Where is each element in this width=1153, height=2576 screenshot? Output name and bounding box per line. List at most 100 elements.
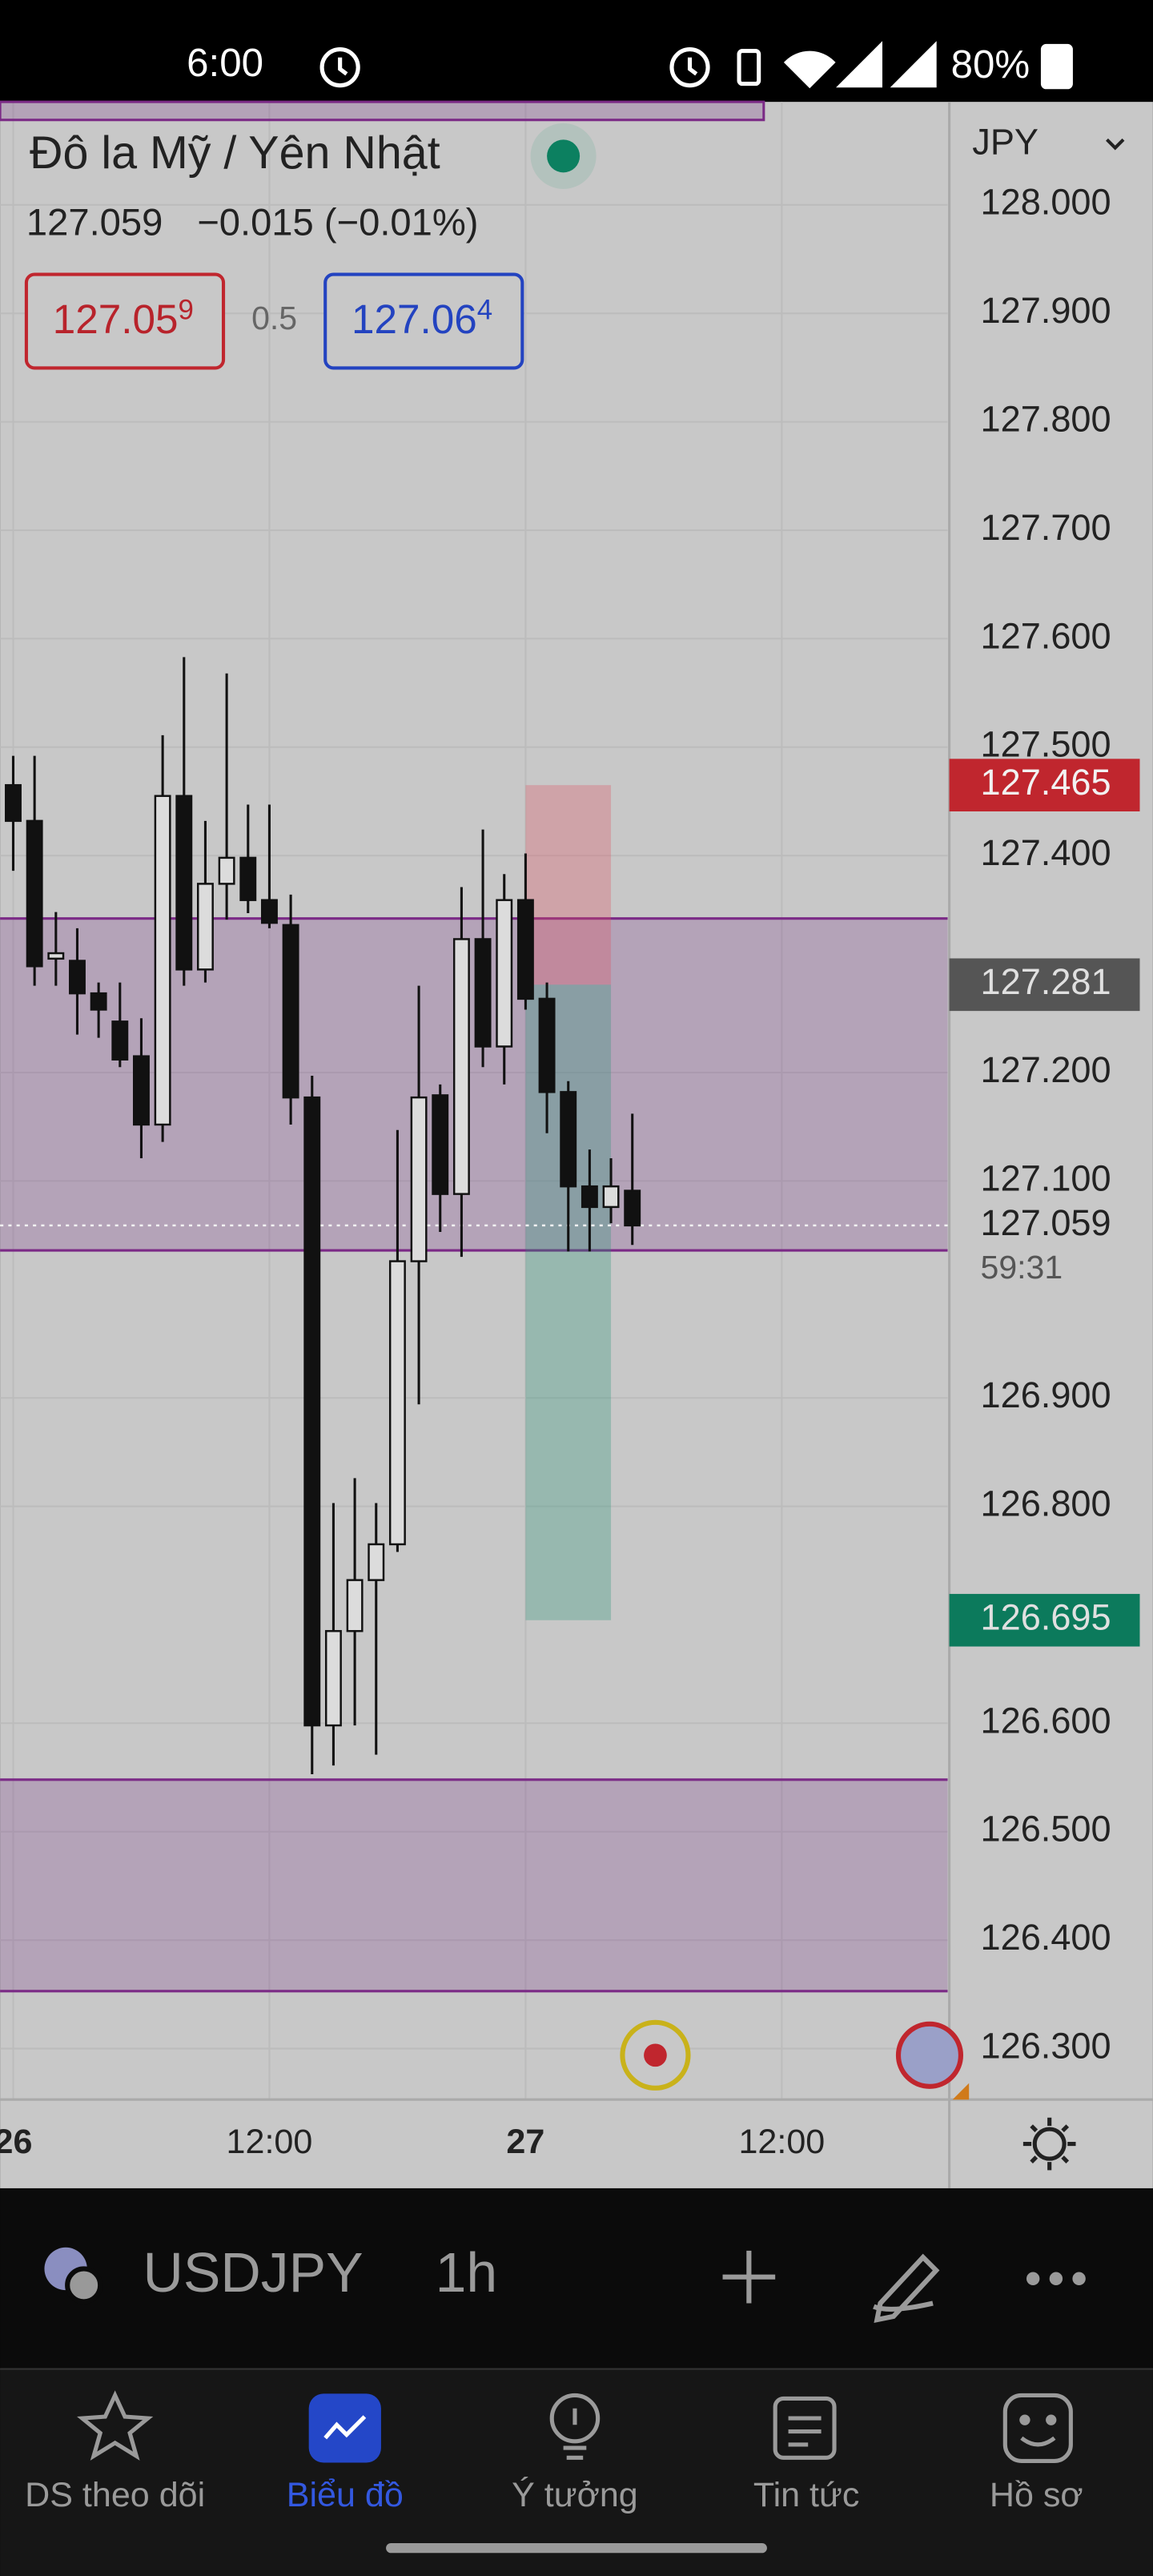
y-tick-label: 127.400: [981, 832, 1111, 873]
candle-body: [560, 1091, 577, 1188]
last-price-tag: 127.059: [981, 1202, 1111, 1243]
event-marker-dot: [644, 2043, 667, 2067]
last-price: 127.059: [26, 200, 163, 243]
candle-body: [5, 783, 22, 823]
nav-label[interactable]: Ý tưởng: [512, 2476, 638, 2514]
candle-body: [196, 883, 214, 971]
price-change: −0.015 (−0.01%): [197, 200, 478, 243]
x-tick-label: 27: [506, 2123, 544, 2161]
currency-chevron: [1106, 138, 1125, 151]
candle-body: [26, 819, 43, 968]
y-tick-label: 127.600: [981, 615, 1111, 656]
y-tick-label: 127.200: [981, 1049, 1111, 1090]
ask-main: 127.06: [352, 296, 477, 342]
toolbar: [0, 2188, 1153, 2369]
candle-body: [368, 1543, 385, 1581]
entry-price-tag-bg: [949, 958, 1140, 1012]
candle-body: [581, 1185, 598, 1209]
candle-body: [602, 1185, 620, 1209]
y-tick-label: 127.100: [981, 1157, 1111, 1198]
y-tick-label: 127.500: [981, 724, 1111, 765]
toolbar-symbol[interactable]: USDJPY: [143, 2241, 364, 2304]
nav-labels: DS theo dõi Biểu đồ Ý tưởng Tin tức Hồ sơ: [25, 2476, 1083, 2514]
last-price-tag-bg: [952, 1199, 1140, 1295]
bid-price: 127.059: [53, 295, 194, 342]
symbol-title: Đô la Mỹ / Yên Nhật: [30, 127, 440, 179]
candle-body: [346, 1579, 364, 1632]
candle-body: [218, 856, 235, 885]
candle-body: [239, 856, 257, 901]
toolbar-interval[interactable]: 1h: [436, 2241, 498, 2304]
stop-price-tag-bg: [949, 759, 1140, 811]
nav-label[interactable]: DS theo dõi: [25, 2476, 205, 2514]
candle-body: [516, 899, 534, 1000]
status-bar: [0, 0, 1153, 103]
ask-price: 127.064: [352, 295, 492, 342]
nav-label[interactable]: Hồ sơ: [990, 2476, 1083, 2514]
candle-body: [47, 952, 65, 960]
x-tick-label: 12:00: [738, 2123, 825, 2161]
candle-body: [111, 1020, 129, 1061]
y-tick-label: 126.400: [981, 1917, 1111, 1958]
candle-body: [282, 924, 299, 1099]
position-risk: [525, 785, 612, 985]
zone: [0, 1779, 948, 1991]
candle-body: [474, 938, 492, 1048]
bid-main: 127.05: [53, 296, 179, 342]
status-time: 6:00: [187, 41, 263, 85]
candle-body: [175, 795, 193, 971]
candle-body: [154, 795, 171, 1126]
add-button[interactable]: [722, 2250, 776, 2304]
target-price-tag-bg: [949, 1593, 1140, 1647]
flag-icon-2: [65, 2266, 103, 2304]
sell-button[interactable]: [24, 272, 226, 370]
candle-body: [388, 1260, 406, 1546]
y-tick-label: 126.900: [981, 1375, 1111, 1415]
ask-pip: 4: [477, 295, 492, 326]
y-tick-label: 127.700: [981, 507, 1111, 548]
candle-body: [496, 899, 513, 1048]
currency-selector[interactable]: JPY: [972, 121, 1039, 162]
candle-body: [452, 938, 470, 1195]
nav-label[interactable]: Tin tức: [753, 2476, 860, 2514]
bottom-nav: [0, 2369, 1153, 2576]
candle-body: [432, 1094, 449, 1195]
stop-price-tag: 127.465: [981, 762, 1111, 803]
position-reward: [525, 984, 612, 1620]
candle-body: [260, 899, 278, 924]
candle-body: [324, 1630, 342, 1727]
candle-body: [303, 1096, 321, 1727]
more-button[interactable]: [1026, 2272, 1086, 2285]
news-flag[interactable]: [895, 2021, 964, 2089]
market-status-dot: [547, 139, 581, 173]
nav-icons: [77, 2390, 1073, 2463]
axes: 128.000 127.900 127.800 127.700 127.600 127.5…: [0, 182, 1140, 2161]
draw-button[interactable]: [873, 2253, 940, 2323]
candle-body: [69, 960, 86, 995]
countdown: 59:31: [981, 1249, 1063, 1286]
candle-body: [538, 997, 556, 1093]
home-indicator: [386, 2542, 767, 2554]
y-tick-label: 128.000: [981, 182, 1111, 223]
zone-partial: [0, 100, 765, 122]
candle-body: [410, 1096, 428, 1262]
plot: [0, 657, 948, 1993]
y-tick-label: 126.500: [981, 1809, 1111, 1849]
entry-price-tag: 127.281: [981, 961, 1111, 1002]
nav-label[interactable]: Biểu đồ: [287, 2476, 404, 2514]
y-tick-label: 126.300: [981, 2025, 1111, 2066]
y-tick-label: 126.800: [981, 1483, 1111, 1523]
spread: 0.5: [251, 300, 297, 336]
status-icons: [319, 41, 1073, 90]
y-tick-label: 127.800: [981, 399, 1111, 440]
candle-body: [133, 1055, 150, 1126]
settings-icon[interactable]: [1022, 2117, 1076, 2171]
x-tick-label: 26: [0, 2123, 32, 2161]
candle-body: [90, 992, 107, 1011]
buy-button[interactable]: [323, 272, 524, 370]
target-price-tag: 126.695: [981, 1597, 1111, 1638]
y-tick-label: 127.900: [981, 290, 1111, 331]
y-tick-label: 126.600: [981, 1700, 1111, 1741]
